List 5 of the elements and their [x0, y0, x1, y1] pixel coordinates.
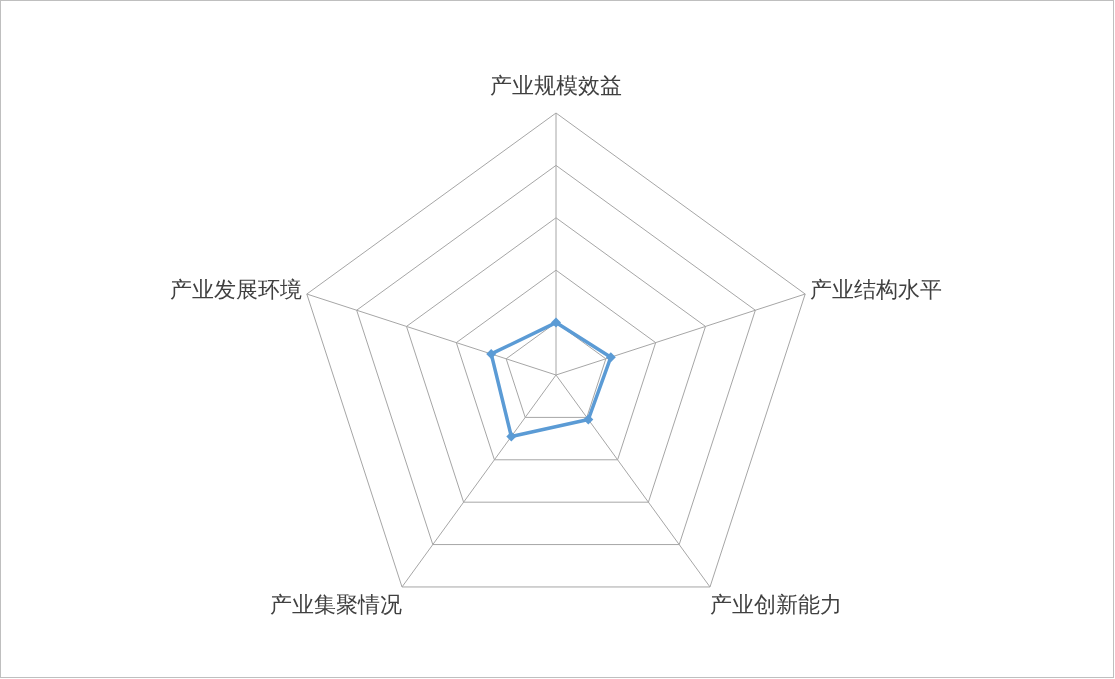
category-label: 产业规模效益: [490, 73, 622, 98]
category-label: 产业创新能力: [710, 592, 843, 618]
category-label: 产业结构水平: [810, 276, 943, 302]
category-label: 产业集聚情况: [269, 592, 402, 618]
category-label: 产业发展环境: [169, 276, 302, 302]
